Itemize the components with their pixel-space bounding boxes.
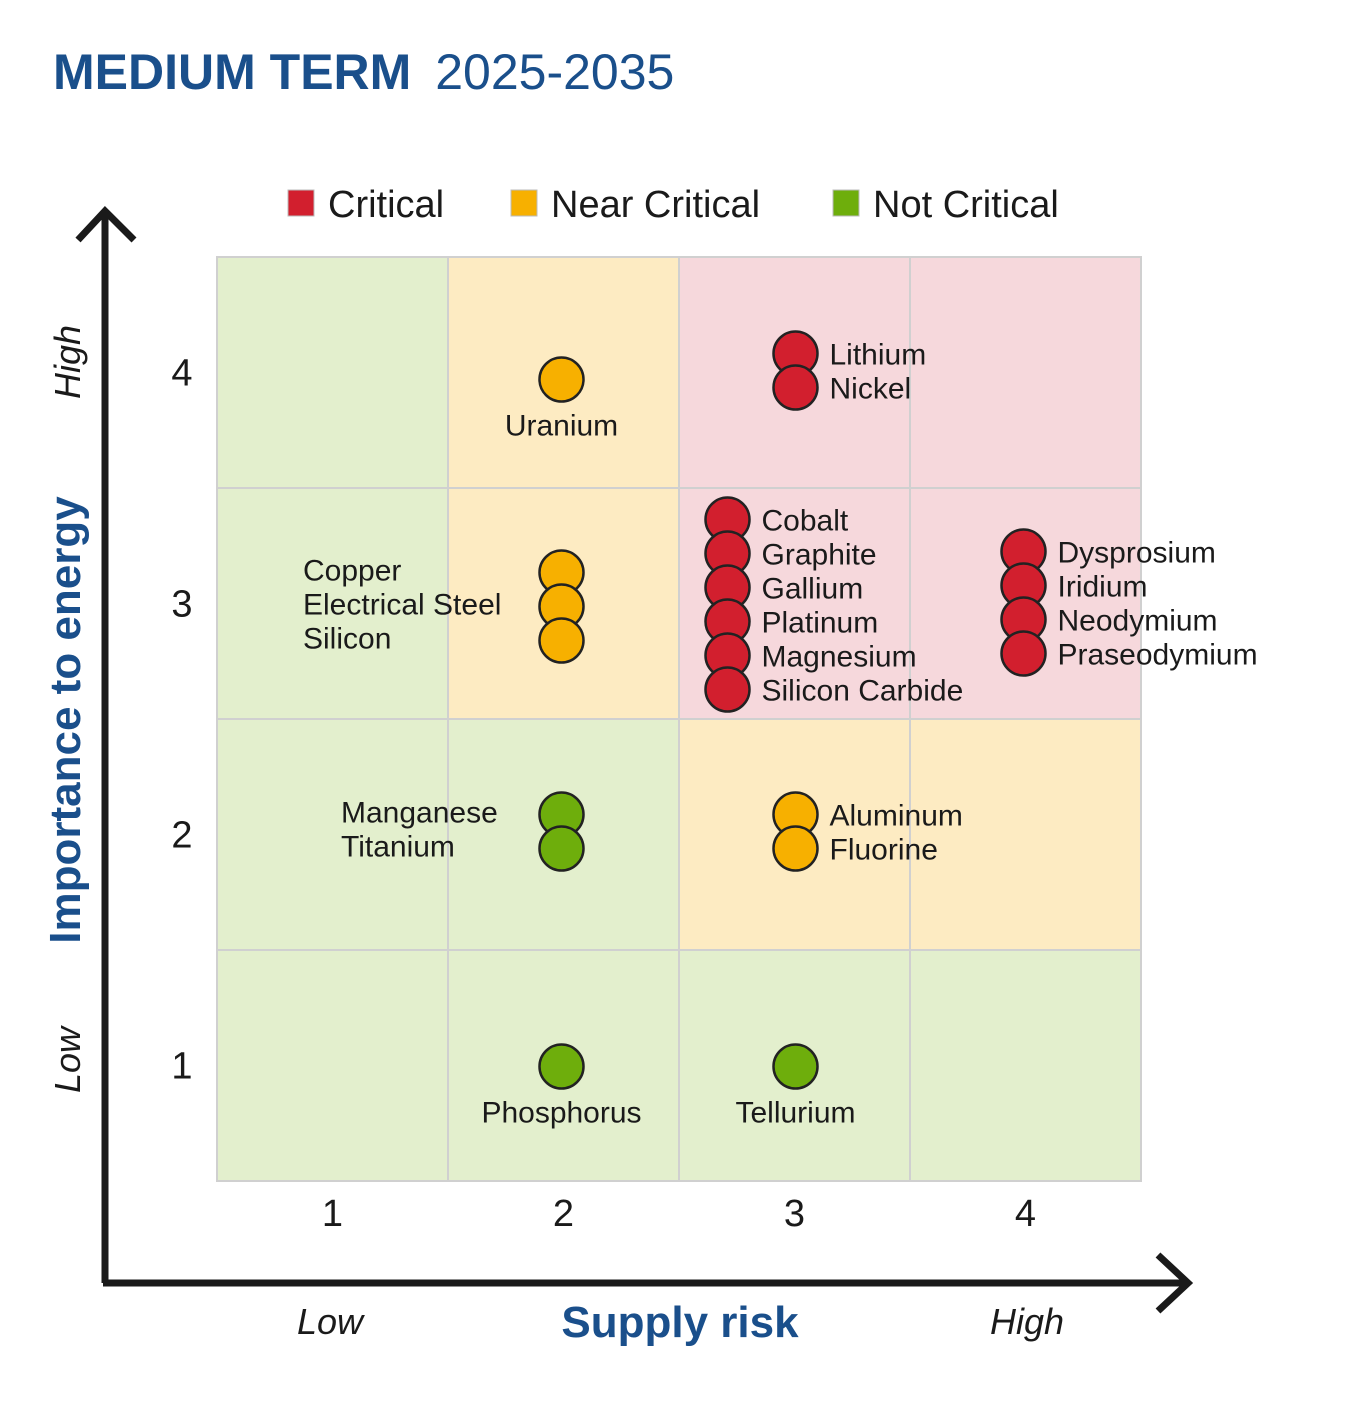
point-label: Copper bbox=[303, 555, 401, 588]
axes bbox=[75, 205, 1194, 1314]
point-label: Aluminum bbox=[830, 800, 963, 833]
legend-label: Not Critical bbox=[873, 184, 1059, 226]
point-uranium bbox=[538, 356, 585, 403]
zone-cell bbox=[216, 487, 449, 720]
point-fluorine bbox=[772, 825, 819, 872]
point-label: Cobalt bbox=[762, 505, 849, 538]
x-high-label: High bbox=[990, 1301, 1064, 1342]
point-silicon bbox=[538, 617, 585, 664]
zone-cell bbox=[216, 256, 449, 489]
point-group: CobaltGraphiteGalliumPlatinumMagnesiumSi… bbox=[704, 496, 964, 713]
x-axis-arrow bbox=[103, 1252, 1194, 1314]
point-group: Uranium bbox=[505, 356, 618, 443]
ticks: 1 2 3 4 1 2 3 4 bbox=[171, 353, 1036, 1236]
point-label: Silicon Carbide bbox=[762, 675, 964, 708]
point-label: Neodymium bbox=[1058, 605, 1218, 638]
zone-cell bbox=[909, 718, 1142, 951]
title-years: 2025-2035 bbox=[435, 44, 674, 100]
y-tick-label: 4 bbox=[171, 353, 192, 395]
y-axis-title: Importance to energy bbox=[41, 496, 90, 944]
point-label: Silicon bbox=[303, 623, 391, 656]
point-group: Tellurium bbox=[735, 1043, 856, 1130]
x-tick-label: 3 bbox=[784, 1193, 805, 1235]
legend: Critical Near Critical Not Critical bbox=[287, 184, 1059, 226]
legend-swatch-1 bbox=[510, 189, 538, 217]
point-label: Uranium bbox=[505, 410, 618, 443]
y-tick-label: 3 bbox=[171, 584, 192, 626]
point-label: Magnesium bbox=[762, 641, 917, 674]
point-label: Electrical Steel bbox=[303, 589, 501, 622]
legend-label: Critical bbox=[328, 184, 444, 226]
y-high-label: High bbox=[47, 325, 88, 399]
point-label: Platinum bbox=[762, 607, 879, 640]
y-tick-label: 2 bbox=[171, 815, 192, 857]
point-label: Titanium bbox=[341, 831, 455, 864]
point-label: Fluorine bbox=[830, 834, 938, 867]
point-group: Phosphorus bbox=[481, 1043, 642, 1130]
point-label: Nickel bbox=[830, 373, 912, 406]
point-label: Iridium bbox=[1058, 571, 1148, 604]
zone-cell bbox=[216, 949, 449, 1182]
point-label: Tellurium bbox=[735, 1097, 855, 1130]
legend-label: Near Critical bbox=[551, 184, 760, 226]
point-praseodymium bbox=[1000, 630, 1047, 677]
zone-cell bbox=[909, 256, 1142, 489]
title-bold: MEDIUM TERM bbox=[53, 44, 411, 100]
point-label: Gallium bbox=[762, 573, 864, 606]
point-label: Dysprosium bbox=[1058, 537, 1216, 570]
point-nickel bbox=[772, 364, 819, 411]
point-tellurium bbox=[772, 1043, 819, 1090]
x-tick-label: 4 bbox=[1015, 1193, 1036, 1235]
chart-title: MEDIUM TERM 2025-2035 bbox=[53, 44, 674, 100]
legend-swatch-0 bbox=[287, 189, 315, 217]
y-low-label: Low bbox=[47, 1025, 88, 1093]
zone-cell bbox=[909, 949, 1142, 1182]
point-label: Manganese bbox=[341, 797, 498, 830]
legend-swatch-2 bbox=[832, 189, 860, 217]
point-titanium bbox=[538, 825, 585, 872]
point-label: Phosphorus bbox=[481, 1097, 641, 1130]
point-label: Lithium bbox=[830, 339, 927, 372]
x-axis-title: Supply risk bbox=[561, 1298, 799, 1347]
x-low-label: Low bbox=[297, 1301, 365, 1342]
point-silicon-carbide bbox=[704, 666, 751, 713]
grid-cells bbox=[216, 256, 1142, 1182]
point-phosphorus bbox=[538, 1043, 585, 1090]
y-tick-label: 1 bbox=[171, 1046, 192, 1088]
point-label: Praseodymium bbox=[1058, 639, 1258, 672]
x-tick-label: 2 bbox=[553, 1193, 574, 1235]
x-tick-label: 1 bbox=[322, 1193, 343, 1235]
point-label: Graphite bbox=[762, 539, 877, 572]
y-axis-arrow bbox=[75, 205, 137, 1283]
